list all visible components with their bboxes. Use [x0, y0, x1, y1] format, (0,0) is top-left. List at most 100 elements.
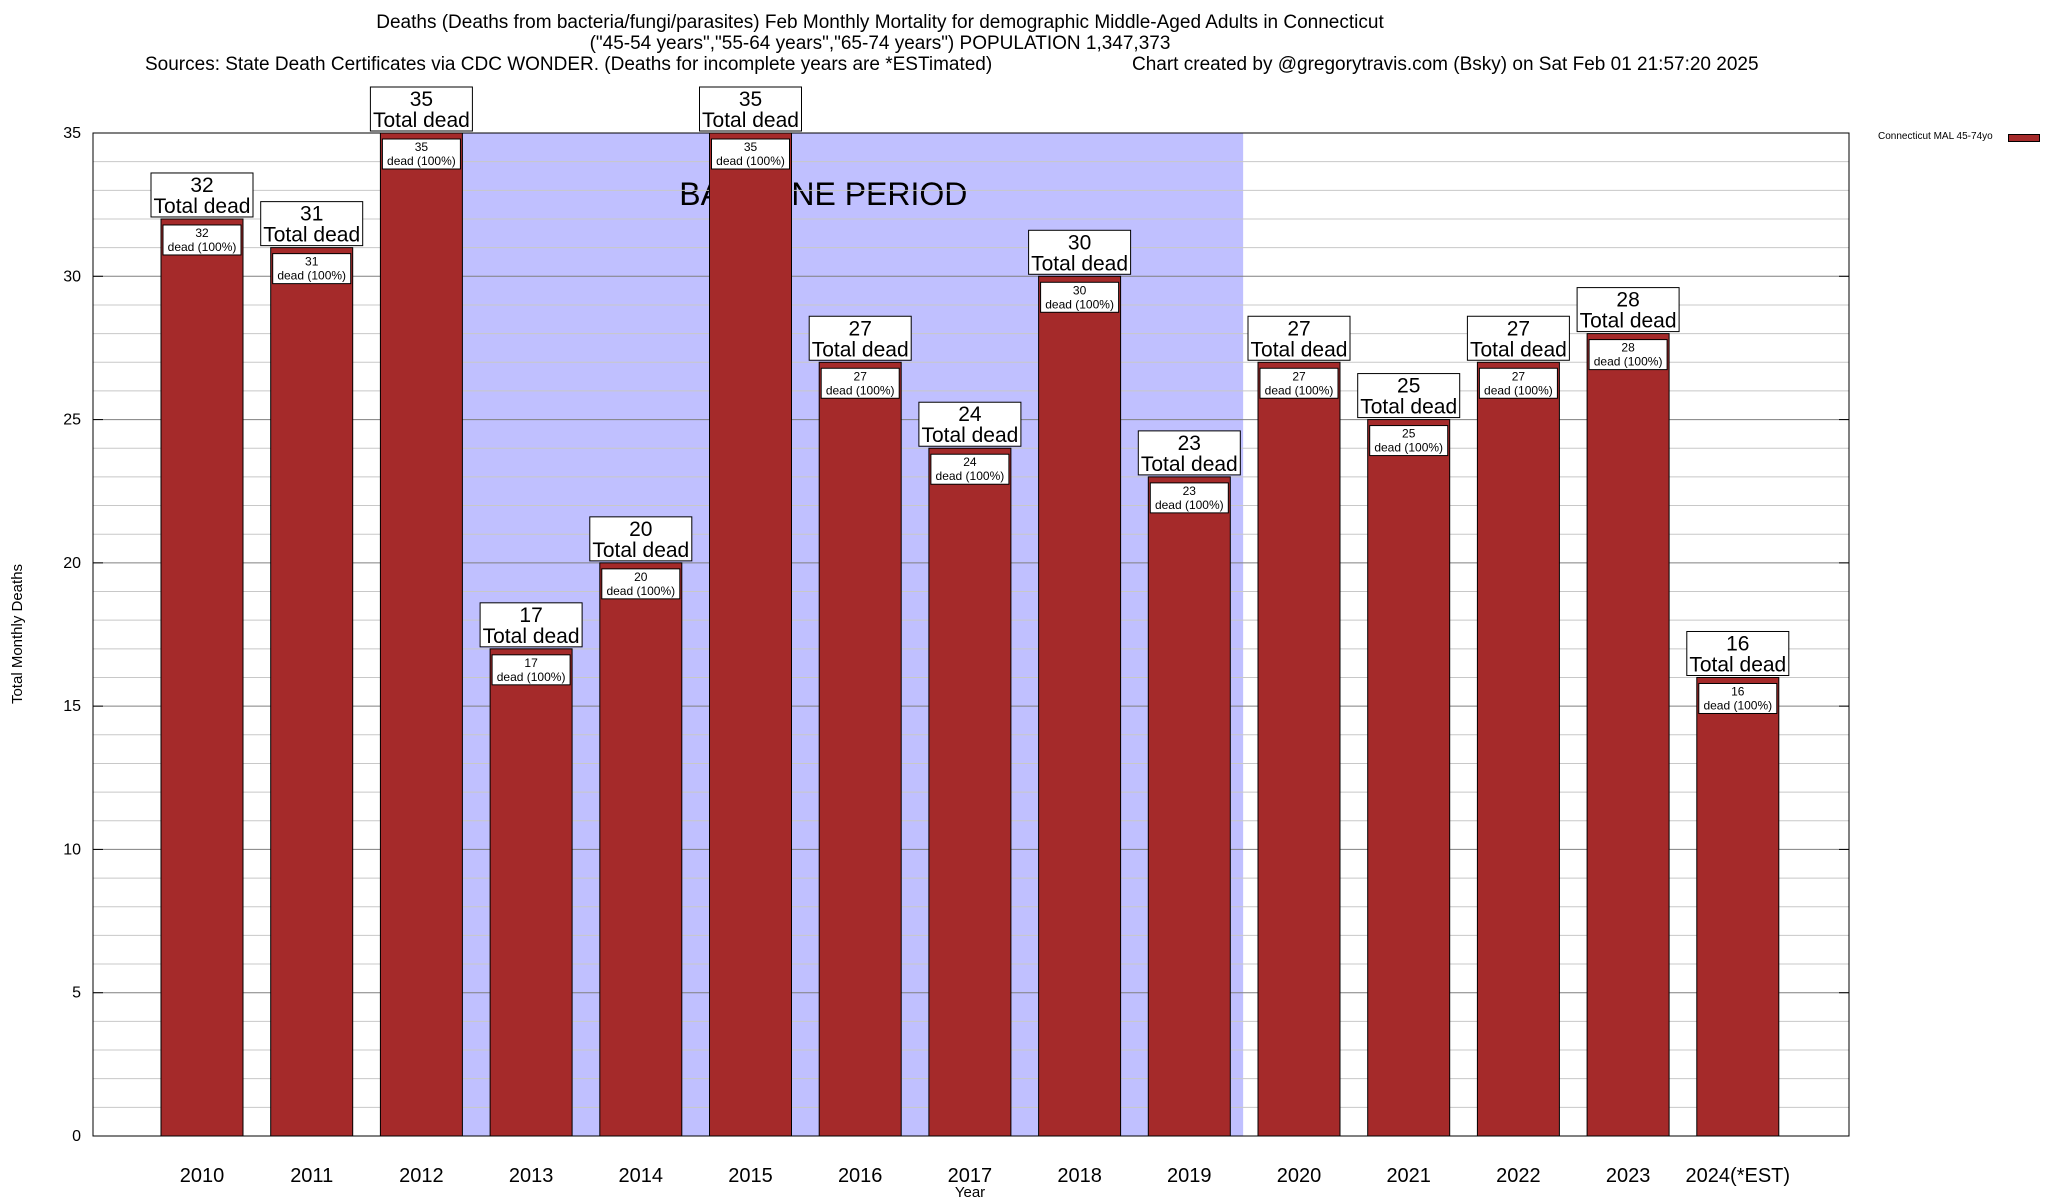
top-label-box	[1357, 373, 1461, 419]
x-tick-label: 2022	[1496, 1165, 1541, 1187]
top-label-value: 27	[1507, 317, 1530, 340]
top-label-value: 25	[1397, 375, 1420, 398]
inner-label-box	[930, 453, 1010, 485]
inner-label-text: dead (100%)	[1484, 383, 1553, 397]
top-label-text: Total dead	[1141, 453, 1238, 476]
top-label-box	[150, 172, 254, 218]
top-label-text: Total dead	[812, 338, 909, 361]
inner-label-box	[1040, 281, 1120, 313]
y-tick-label: 0	[72, 1128, 81, 1145]
inner-label-text: dead (100%)	[168, 240, 237, 254]
inner-label-box	[1369, 425, 1449, 457]
inner-label-box	[1149, 482, 1229, 514]
inner-label-count: 23	[1183, 484, 1197, 498]
inner-label-count: 16	[1731, 684, 1745, 698]
x-tick-label: 2023	[1606, 1165, 1651, 1187]
top-label-value: 31	[300, 203, 323, 226]
x-tick-label: 2021	[1386, 1165, 1431, 1187]
top-label-box	[918, 401, 1022, 447]
chart-title-line2: ("45-54 years","55-64 years","65-74 year…	[589, 33, 1171, 54]
bar-2022	[1476, 361, 1560, 1137]
inner-label-text: dead (100%)	[387, 154, 456, 168]
top-label-text: Total dead	[921, 424, 1018, 447]
top-label-text: Total dead	[592, 539, 689, 562]
bar-2018	[1038, 275, 1122, 1137]
top-label-text: Total dead	[1031, 252, 1128, 275]
top-label-box	[260, 201, 364, 247]
bar-2014	[599, 562, 683, 1137]
x-tick-label: 2024(*EST)	[1686, 1165, 1791, 1187]
inner-label-box	[491, 654, 571, 686]
inner-label-count: 28	[1621, 341, 1635, 355]
top-label-value: 35	[739, 88, 762, 111]
chart-title-line1: Deaths (Deaths from bacteria/fungi/paras…	[376, 12, 1384, 33]
top-label-value: 17	[519, 604, 542, 627]
inner-label-count: 30	[1073, 283, 1087, 297]
bar-2013	[489, 648, 573, 1137]
inner-label-text: dead (100%)	[606, 584, 675, 598]
top-label-box	[369, 86, 473, 132]
top-label-text: Total dead	[373, 109, 470, 132]
top-label-text: Total dead	[154, 195, 251, 218]
top-label-value: 27	[849, 317, 872, 340]
inner-label-box	[1478, 367, 1558, 399]
x-tick-label: 2015	[728, 1165, 773, 1187]
inner-label-text: dead (100%)	[936, 469, 1005, 483]
top-label-box	[808, 315, 912, 361]
x-tick-label: 2011	[290, 1165, 333, 1187]
inner-label-text: dead (100%)	[277, 269, 346, 283]
inner-label-count: 27	[854, 369, 868, 383]
inner-label-box	[162, 224, 242, 256]
top-label-value: 28	[1616, 289, 1639, 312]
top-label-text: Total dead	[1360, 396, 1457, 419]
inner-label-box	[820, 367, 900, 399]
x-tick-label: 2014	[619, 1165, 664, 1187]
top-label-text: Total dead	[1251, 338, 1348, 361]
inner-label-text: dead (100%)	[1045, 297, 1114, 311]
top-label-value: 27	[1287, 317, 1310, 340]
x-tick-label: 2012	[399, 1165, 444, 1187]
top-label-box	[1686, 630, 1790, 676]
x-tick-label: 2018	[1057, 1165, 1102, 1187]
bar-2020	[1257, 361, 1341, 1137]
x-tick-label: 2017	[948, 1165, 993, 1187]
inner-label-text: dead (100%)	[497, 670, 566, 684]
top-label-text: Total dead	[1470, 338, 1567, 361]
inner-label-box	[381, 138, 461, 170]
bars-layer	[160, 132, 1780, 1137]
bar-2016	[818, 361, 902, 1137]
y-tick-label: 5	[72, 985, 81, 1002]
chart-sources: Sources: State Death Certificates via CD…	[145, 54, 993, 75]
bar-2024(*EST)	[1696, 676, 1780, 1137]
x-tick-label: 2020	[1277, 1165, 1322, 1187]
inner-label-count: 31	[305, 255, 319, 269]
inner-label-count: 27	[1292, 369, 1306, 383]
top-label-value: 20	[629, 518, 652, 541]
inner-label-box	[272, 253, 352, 285]
legend-swatch	[2008, 134, 2040, 142]
inner-label-count: 17	[524, 656, 538, 670]
bar-2015	[709, 132, 792, 1137]
top-label-value: 24	[958, 403, 982, 426]
inner-label-text: dead (100%)	[1155, 498, 1224, 512]
top-label-box	[589, 516, 693, 562]
inner-label-text: dead (100%)	[716, 154, 785, 168]
inner-label-box	[601, 568, 681, 600]
x-tick-label: 2013	[509, 1165, 554, 1187]
top-label-text: Total dead	[263, 224, 360, 247]
inner-label-count: 24	[963, 455, 977, 469]
bar-2010	[160, 218, 244, 1137]
top-label-value: 30	[1068, 231, 1091, 254]
bar-2021	[1367, 419, 1451, 1137]
y-tick-label: 30	[63, 268, 81, 285]
y-tick-label: 35	[63, 125, 81, 142]
top-label-value: 16	[1726, 632, 1749, 655]
inner-label-count: 35	[415, 140, 429, 154]
bar-2011	[270, 247, 354, 1137]
inner-label-count: 32	[195, 226, 209, 240]
bar-2023	[1586, 333, 1670, 1137]
top-label-box	[1137, 430, 1241, 476]
top-label-box	[699, 86, 802, 132]
top-label-text: Total dead	[1689, 653, 1786, 676]
